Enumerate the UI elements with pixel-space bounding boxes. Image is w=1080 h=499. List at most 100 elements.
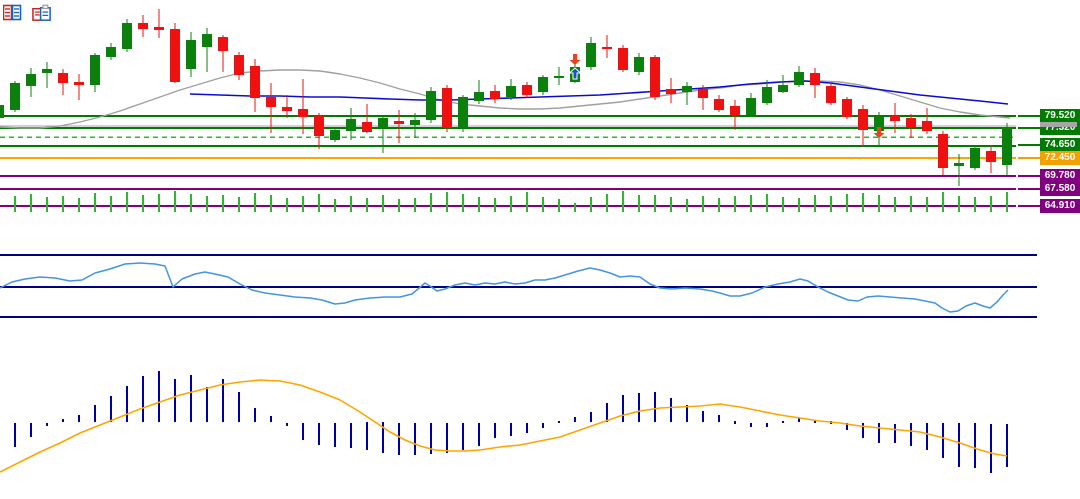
volume-bar [974, 197, 976, 212]
volume-bar [798, 198, 800, 212]
volume-bar [766, 194, 768, 212]
candle-body [842, 99, 852, 117]
volume-bar [398, 199, 400, 212]
volume-bar [1006, 192, 1008, 212]
volume-bar [334, 199, 336, 212]
volume-bar [670, 197, 672, 212]
candle-body [74, 82, 84, 85]
volume-bar [174, 191, 176, 212]
quotes-list-icon [2, 4, 21, 21]
volume-bar [942, 192, 944, 212]
volume-bar [478, 197, 480, 212]
volume-bar [622, 191, 624, 212]
sell-signal-arrow-icon [873, 127, 885, 138]
volume-bar [206, 196, 208, 212]
volume-bar [46, 197, 48, 212]
volume-bar [238, 197, 240, 212]
volume-bar [574, 203, 576, 212]
candle-body [650, 57, 660, 97]
candle-body [746, 98, 756, 115]
candle-body [298, 109, 308, 117]
volume-bar [958, 196, 960, 212]
candle-body [1002, 127, 1012, 165]
candle-body [282, 107, 292, 111]
candle-body [794, 72, 804, 85]
candle-body [234, 55, 244, 75]
candle-body [250, 66, 260, 98]
candle-body [186, 40, 196, 69]
signal-line [0, 379, 1008, 473]
volume-bar [782, 197, 784, 212]
volume-bar [878, 195, 880, 212]
oscillator-line [0, 262, 1009, 313]
volume-bar [814, 195, 816, 212]
candle-body [762, 87, 772, 103]
candle-body [682, 86, 692, 92]
candle-body [90, 55, 100, 85]
candle-body [490, 91, 500, 99]
candle-body [970, 148, 980, 168]
volume-bar [862, 193, 864, 212]
candle-body [714, 99, 724, 110]
volume-bar [446, 192, 448, 212]
candle-body [618, 48, 628, 70]
volume-bar [990, 196, 992, 212]
candle-body [634, 57, 644, 72]
candle-body [858, 109, 868, 130]
candle-body [442, 88, 452, 128]
volume-bar [558, 199, 560, 212]
candle-body [26, 74, 36, 86]
volume-bar [382, 195, 384, 212]
candle-body [586, 43, 596, 67]
volume-bar [926, 197, 928, 212]
candle-body [394, 121, 404, 124]
candle-body [10, 83, 20, 110]
candle-body [202, 34, 212, 47]
candle-body [522, 85, 532, 95]
candle-body [170, 29, 180, 82]
volume-bar [350, 196, 352, 212]
candle-body [122, 23, 132, 49]
volume-bar [734, 196, 736, 212]
ma-blue-line [189, 80, 1009, 105]
copy-chart-button[interactable] [32, 3, 52, 23]
volume-bar [190, 194, 192, 212]
buy-signal-arrow-icon [568, 67, 582, 80]
candle-body [106, 47, 116, 57]
quotes-list-button[interactable] [2, 3, 22, 23]
volume-bar [142, 195, 144, 212]
candle-body [778, 85, 788, 92]
candle-body [954, 163, 964, 166]
candle-body [554, 76, 564, 78]
candle-body [938, 134, 948, 168]
volume-bar [750, 195, 752, 212]
volume-bar [910, 196, 912, 212]
volume-bar [430, 193, 432, 212]
volume-bar [366, 198, 368, 212]
candle-body [874, 117, 884, 131]
candle-body [730, 106, 740, 115]
volume-bar [414, 198, 416, 212]
copy-chart-icon [32, 4, 51, 21]
candle-body [154, 27, 164, 30]
volume-bar [846, 194, 848, 212]
volume-bar [638, 195, 640, 212]
volume-bar [318, 194, 320, 212]
candle-body [378, 118, 388, 128]
volume-bar [94, 193, 96, 212]
candle-body [362, 122, 372, 132]
volume-bar [30, 194, 32, 212]
volume-bar [542, 197, 544, 212]
candle-body [346, 119, 356, 131]
volume-bar [686, 199, 688, 212]
candle-body [474, 92, 484, 101]
volume-bar [510, 196, 512, 212]
candle-body [0, 105, 4, 118]
candle-body [410, 120, 420, 125]
volume-bar [702, 196, 704, 212]
candle-body [986, 151, 996, 162]
volume-bar [718, 198, 720, 212]
candle-body [506, 86, 516, 97]
candle-body [458, 97, 468, 128]
